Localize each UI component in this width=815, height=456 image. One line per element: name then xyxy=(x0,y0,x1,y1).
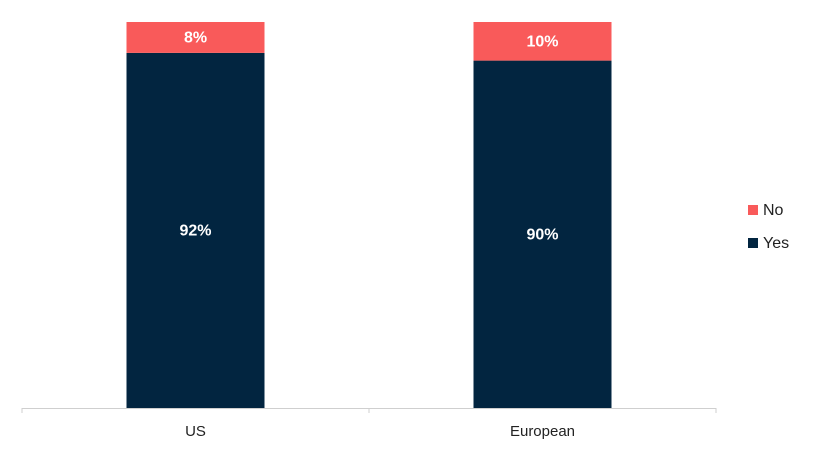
legend-label: Yes xyxy=(763,235,789,252)
value-label: 8% xyxy=(184,30,207,47)
legend-swatch xyxy=(748,205,758,215)
value-label: 92% xyxy=(179,223,211,240)
bar-segment xyxy=(126,52,265,408)
value-label: 90% xyxy=(526,227,558,244)
x-tick-label: European xyxy=(510,423,575,440)
bar-segment xyxy=(126,22,265,53)
bar-segment xyxy=(473,22,612,61)
x-tick-label: US xyxy=(185,423,206,440)
value-label: 10% xyxy=(526,34,558,51)
legend-label: No xyxy=(763,202,784,219)
legend-swatch xyxy=(748,238,758,248)
bar-segment xyxy=(473,60,612,408)
